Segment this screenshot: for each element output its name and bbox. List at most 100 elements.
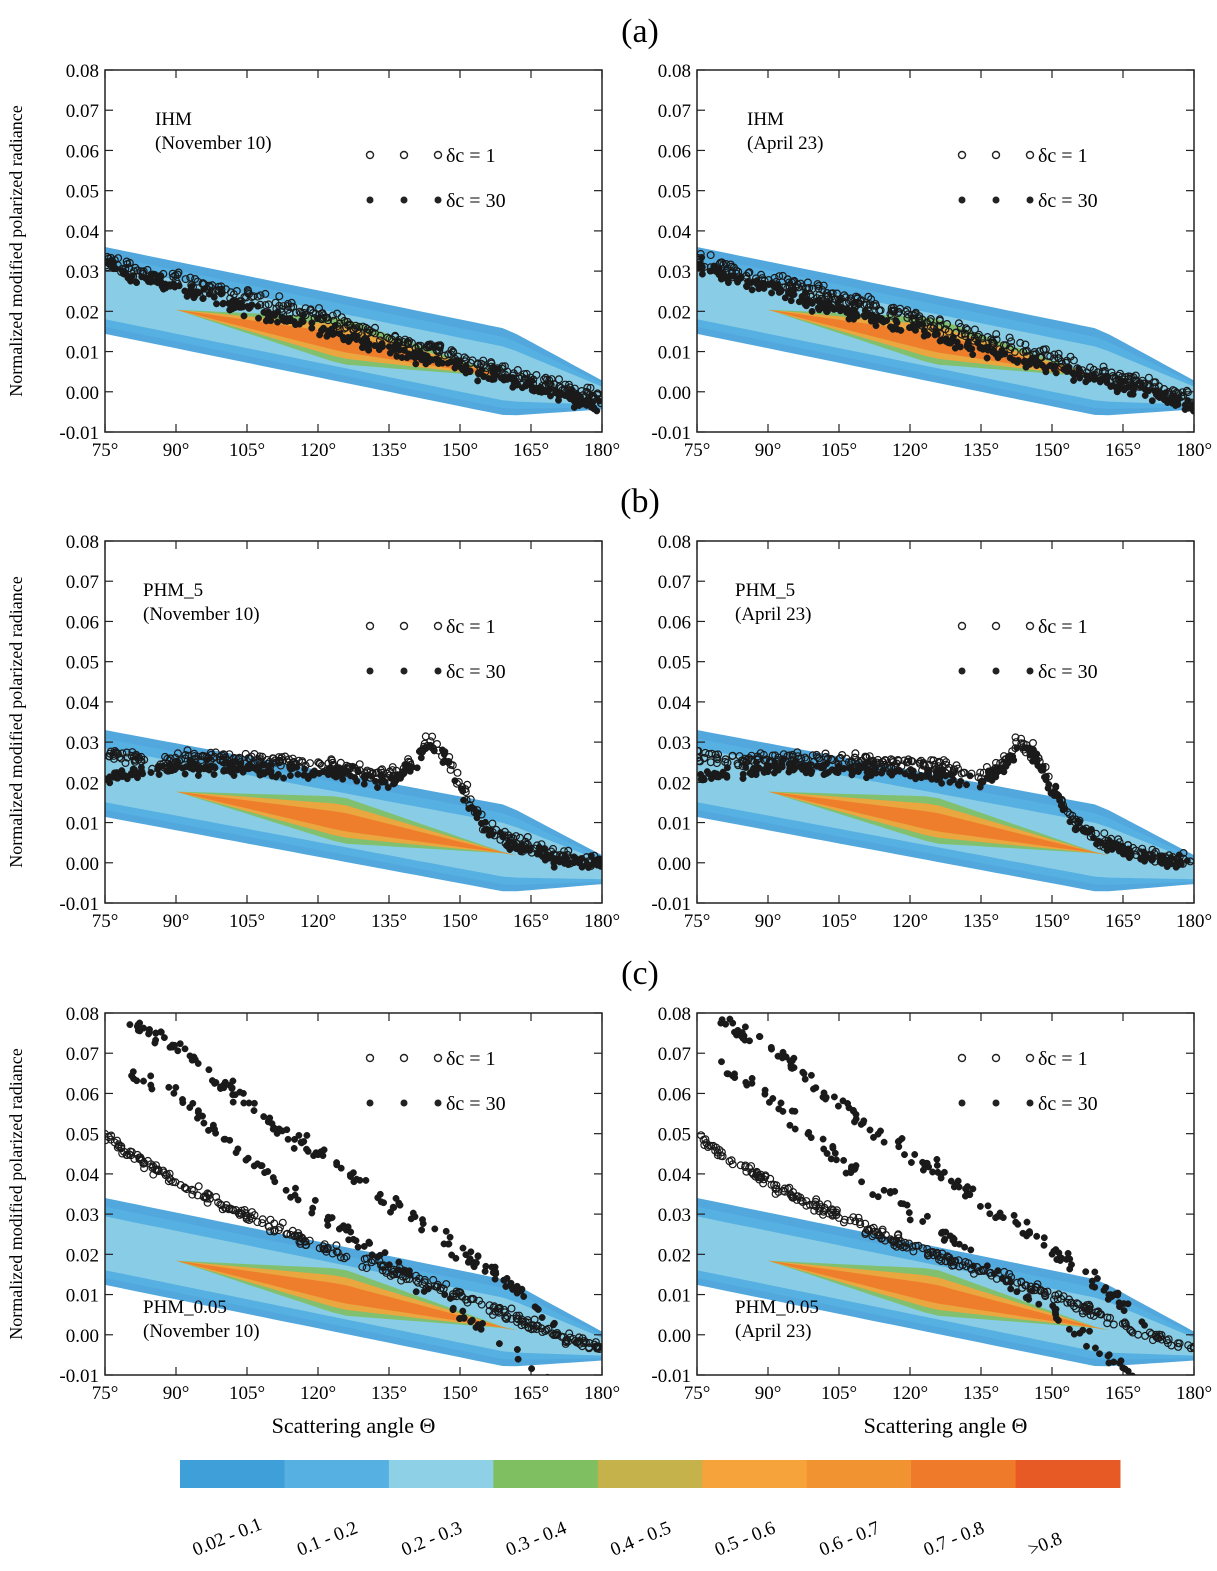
point-filled (378, 774, 386, 781)
point-open (713, 755, 722, 764)
point-filled (106, 779, 114, 787)
point-open (541, 1326, 550, 1335)
point-filled (955, 781, 963, 789)
point-open (282, 1230, 291, 1239)
x-tick-label: 135° (963, 440, 999, 461)
y-tick-label: 0.06 (658, 1084, 691, 1105)
model-date: (April 23) (735, 1321, 812, 1342)
x-tick-label: 165° (1105, 1383, 1141, 1404)
point-open (105, 1129, 109, 1138)
point-filled (913, 773, 921, 781)
y-tick-label: 0.08 (66, 61, 99, 82)
point-filled (1058, 1255, 1066, 1262)
point-filled (592, 859, 600, 867)
point-filled (133, 1077, 141, 1085)
point-open (183, 746, 192, 755)
legend-marker-open (1025, 1053, 1035, 1063)
point-open (800, 753, 809, 762)
scatter-points (105, 252, 602, 415)
y-tick-label: 0.07 (658, 572, 691, 593)
point-filled (283, 1126, 291, 1134)
point-filled (500, 1276, 508, 1284)
point-filled (407, 1215, 415, 1223)
x-tick-label: 90° (163, 911, 190, 932)
point-open (1078, 1306, 1087, 1315)
y-tick-label: 0.06 (66, 141, 99, 162)
x-tick-label: 90° (163, 1383, 190, 1404)
point-filled (409, 1209, 417, 1217)
point-filled (163, 767, 171, 775)
point-filled (140, 1077, 147, 1085)
point-filled (869, 1191, 877, 1199)
point-filled (446, 1233, 454, 1241)
point-filled (242, 765, 250, 772)
point-filled (718, 1016, 726, 1024)
legend-label-filled: δc = 30 (446, 1093, 506, 1115)
point-filled (1120, 1307, 1128, 1315)
point-filled (906, 324, 913, 332)
point-filled (129, 1068, 137, 1076)
point-filled (877, 316, 885, 324)
point-open (802, 1201, 811, 1210)
point-filled (271, 311, 279, 319)
point-open (788, 1192, 797, 1201)
point-filled (208, 1077, 216, 1085)
x-tick-label: 75° (684, 1383, 711, 1404)
point-filled (920, 327, 928, 335)
point-filled (368, 772, 376, 780)
point-open (153, 1166, 162, 1175)
y-tick-label: 0.02 (66, 1245, 99, 1266)
legend-label-open: δc = 1 (1038, 616, 1088, 638)
y-tick-label: -0.01 (59, 423, 99, 444)
point-open (893, 755, 902, 764)
point-filled (837, 303, 845, 311)
y-tick-label: 0.05 (66, 653, 99, 674)
point-filled (210, 771, 218, 778)
point-filled (264, 308, 272, 316)
point-filled (984, 346, 992, 354)
model-title: IHM (155, 109, 192, 130)
point-open (1131, 371, 1140, 380)
point-open (911, 315, 920, 324)
colorbar: 0.02 - 0.1 0.1 - 0.2 0.2 - 0.3 0.3 - 0.4 0.4… (180, 1460, 1121, 1561)
point-filled (286, 772, 294, 780)
point-filled (1007, 1285, 1015, 1293)
model-date: (April 23) (735, 604, 812, 625)
point-filled (1148, 397, 1156, 405)
colorbar-swatch (597, 1460, 703, 1488)
panel-label: (c) (621, 955, 659, 992)
point-filled (514, 1285, 522, 1293)
point-filled (408, 352, 416, 360)
x-axis-label: Scattering angle Θ (864, 1413, 1028, 1438)
point-filled (187, 757, 195, 765)
point-open (754, 1171, 763, 1180)
point-open (816, 1203, 825, 1212)
point-filled (1079, 1326, 1087, 1334)
point-filled (969, 1262, 977, 1270)
point-filled (759, 766, 767, 774)
y-tick-label: 0.00 (658, 383, 691, 404)
point-open (288, 1226, 297, 1235)
chart-panel: 0.08 0.07 0.06 0.05 0.04 0.03 0.02 0.01 0.00 -0.0… (651, 1004, 1212, 1438)
point-open (956, 322, 965, 331)
point-open (547, 375, 556, 384)
point-filled (456, 1315, 463, 1323)
point-open (106, 747, 115, 756)
point-open (293, 1231, 302, 1240)
point-filled (160, 1034, 168, 1042)
point-filled (447, 358, 455, 366)
point-open (960, 768, 969, 777)
point-filled (822, 1093, 830, 1101)
point-filled (901, 1151, 908, 1159)
point-filled (402, 764, 410, 772)
colorbar-label: 0.2 - 0.3 (399, 1517, 466, 1560)
point-filled (441, 757, 449, 765)
legend-marker-open (957, 1053, 967, 1063)
point-open (842, 754, 851, 763)
point-filled (245, 1099, 253, 1107)
legend-marker-filled (992, 1099, 1000, 1107)
point-open (351, 321, 360, 330)
point-filled (1070, 377, 1078, 384)
point-open (853, 298, 862, 307)
point-filled (905, 1209, 913, 1217)
